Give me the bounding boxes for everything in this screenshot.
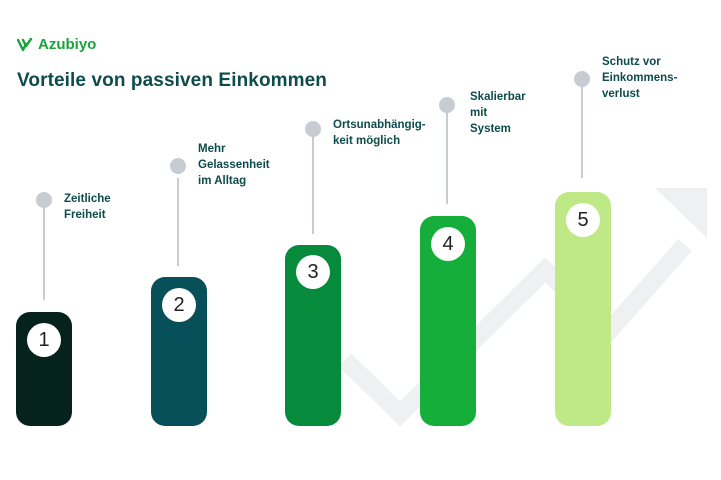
step-5-label: Schutz vor Einkommens- verlust — [602, 56, 678, 100]
step-2-label: Mehr Gelassenheit im Alltag — [198, 143, 270, 187]
azubiyo-logo-icon — [17, 37, 33, 51]
step-2-dot — [170, 158, 186, 174]
brand-name: Azubiyo — [38, 36, 97, 53]
step-5-dot — [574, 71, 590, 87]
step-1-connector — [43, 205, 45, 300]
step-1-number: 1 — [27, 323, 61, 357]
page-title: Vorteile von passiven Einkommen — [17, 70, 328, 91]
step-3-dot — [305, 121, 321, 137]
step-3-connector — [312, 136, 314, 234]
step-4-connector — [446, 110, 448, 204]
step-3-label: Ortsunabhängig- keit möglich — [333, 119, 426, 147]
step-4-label: Skalierbar mit System — [470, 91, 526, 135]
brand-logo: Azubiyo — [17, 36, 96, 53]
step-4-dot — [439, 97, 455, 113]
step-4-number: 4 — [431, 227, 465, 261]
step-3-number: 3 — [296, 255, 330, 289]
step-5-connector — [581, 86, 583, 178]
step-5-number: 5 — [566, 203, 600, 237]
step-2-connector — [177, 178, 179, 266]
step-1-dot — [36, 192, 52, 208]
step-2-number: 2 — [162, 288, 196, 322]
step-1-label: Zeitliche Freiheit — [64, 193, 111, 221]
